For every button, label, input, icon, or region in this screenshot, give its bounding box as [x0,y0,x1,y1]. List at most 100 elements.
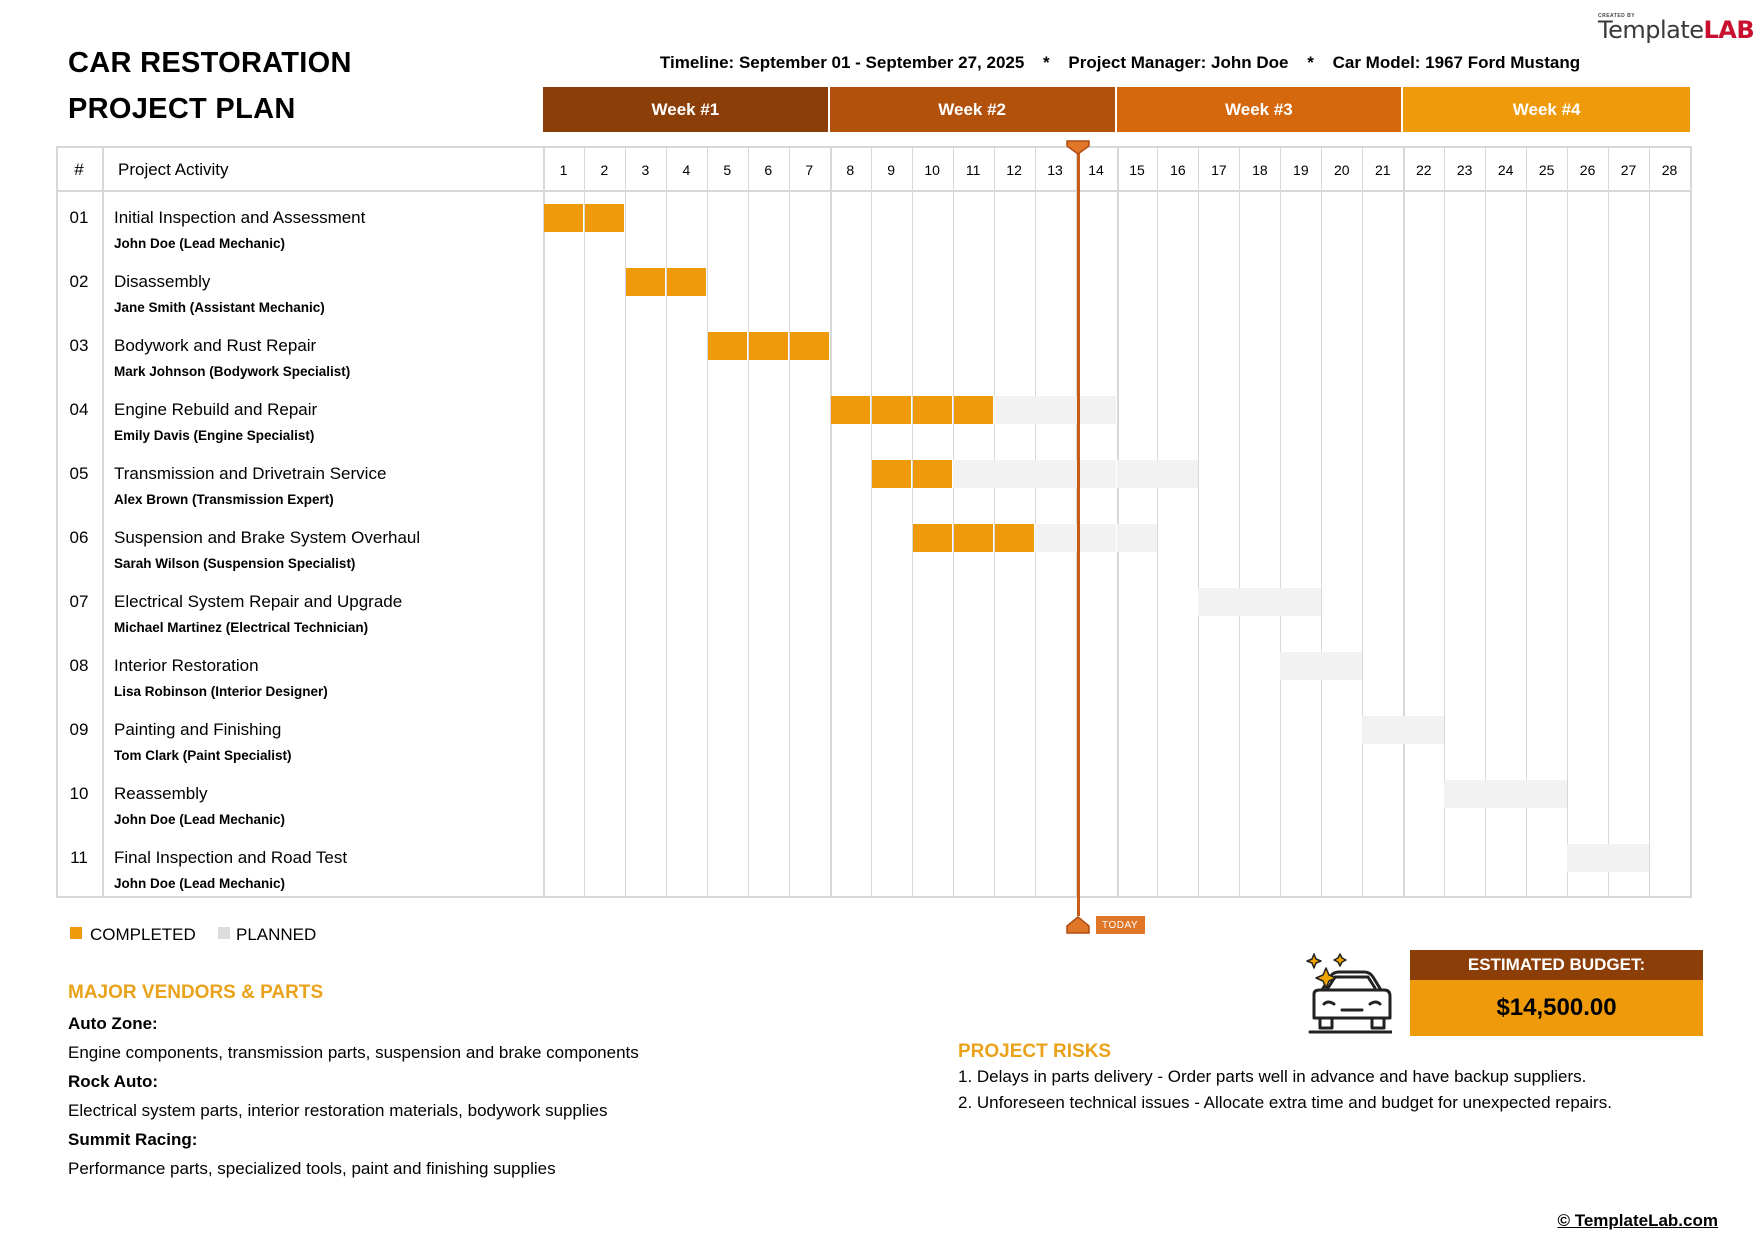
row-activity: Transmission and Drivetrain Service [114,464,387,483]
completed-cell [912,460,952,488]
planned-cell [993,396,1035,424]
planned-cell [1321,652,1363,680]
row-number: 11 [70,848,88,867]
grid-day-divider [1485,146,1487,898]
row-activity: Disassembly [114,272,211,291]
day-label: 13 [1047,162,1063,178]
completed-cell [584,204,624,232]
grid-day-divider [1239,146,1241,898]
grid-day-divider [911,146,913,898]
row-activity: Initial Inspection and Assessment [114,208,366,227]
vendor-name: Summit Racing: [68,1130,198,1149]
grid-day-divider [1280,146,1282,898]
completed-cell [912,524,952,552]
page-title-line-2: PROJECT PLAN [68,93,296,125]
grid-day-divider [1403,146,1406,898]
copyright-link[interactable]: © TemplateLab.com [1557,1211,1718,1230]
planned-cell [1157,460,1199,488]
day-label: 4 [682,162,691,178]
day-label: 21 [1374,162,1391,178]
row-activity: Engine Rebuild and Repair [114,400,318,419]
row-number: 09 [69,720,89,739]
planned-cell [1034,396,1076,424]
today-line [1076,146,1080,916]
day-label: 28 [1661,162,1678,178]
grid-day-divider [870,146,872,898]
timeline-text: Timeline: September 01 - September 27, 2… [659,53,1025,72]
row-owner: Sarah Wilson (Suspension Specialist) [114,556,356,571]
today-marker-top-icon [1065,140,1090,155]
planned-cell [1116,524,1158,552]
day-label: 7 [805,162,814,178]
grid-day-divider [1116,146,1119,898]
logo-name: TemplateLAB [1598,16,1754,44]
vendor-parts: Engine components, transmission parts, s… [68,1043,639,1062]
row-activity: Suspension and Brake System Overhaul [114,528,421,547]
week-bar: Week #1 [543,87,828,132]
day-label: 26 [1579,162,1596,178]
day-label: 10 [924,162,940,178]
logo-text-template: Template [1598,16,1704,44]
grid-day-divider [1649,146,1651,898]
budget-label: ESTIMATED BUDGET: [1410,950,1703,980]
planned-cell [1403,716,1445,744]
planned-cell [1444,780,1486,808]
risks-title: PROJECT RISKS [958,1041,1112,1062]
completed-cell [789,332,829,360]
day-label: 19 [1293,162,1309,178]
risk-item: 2. Unforeseen technical issues - Allocat… [958,1093,1612,1112]
vendor-name: Auto Zone: [68,1014,158,1033]
planned-cell [952,460,994,488]
grid-day-divider [1690,146,1692,898]
row-number: 06 [69,528,89,547]
grid-day-divider [1608,146,1610,898]
week-bar: Week #2 [829,87,1115,132]
grid-day-divider [624,146,626,898]
completed-cell [871,460,911,488]
vendor-name: Rock Auto: [68,1072,159,1091]
day-label: 17 [1211,162,1227,178]
row-number: 07 [69,592,89,611]
row-activity: Interior Restoration [114,656,259,675]
planned-cell [1034,460,1076,488]
planned-cell [1608,844,1650,872]
grid-day-divider [1034,146,1036,898]
column-header-number: # [74,160,84,179]
row-activity: Painting and Finishing [114,720,282,739]
grid-day-divider [665,146,667,898]
logo-text-lab: LAB [1703,16,1754,44]
grid-day-divider [1198,146,1200,898]
row-owner: Michael Martinez (Electrical Technician) [114,620,369,635]
day-label: 20 [1334,162,1350,178]
grid-day-divider [1444,146,1446,898]
row-owner: John Doe (Lead Mechanic) [114,876,286,891]
row-activity: Reassembly [114,784,208,803]
separator: * [1043,53,1050,72]
row-owner: John Doe (Lead Mechanic) [114,236,286,251]
completed-cell [666,268,706,296]
row-owner: Lisa Robinson (Interior Designer) [114,684,328,699]
completed-cell [707,332,747,360]
vendor-parts: Performance parts, specialized tools, pa… [68,1159,556,1178]
grid-day-divider [583,146,585,898]
planned-cell [1075,396,1117,424]
day-label: 27 [1620,162,1637,178]
row-owner: Alex Brown (Transmission Expert) [114,492,334,507]
day-label: 15 [1129,162,1145,178]
separator: * [1307,53,1314,72]
day-label: 1 [559,162,568,178]
day-label: 11 [965,162,981,178]
vendors-title: MAJOR VENDORS & PARTS [68,982,324,1003]
day-label: 18 [1252,162,1268,178]
day-label: 22 [1415,162,1432,178]
grid-day-divider [543,146,545,898]
grid-day-divider [747,146,749,898]
week-bar: Week #4 [1403,87,1690,132]
car-sparkle-icon [1306,953,1392,1034]
day-label: 8 [846,162,855,178]
grid-left-border [56,146,58,898]
completed-cell [625,268,665,296]
legend-planned-swatch [218,927,230,939]
grid-day-divider [1157,146,1159,898]
page-title-line-1: CAR RESTORATION [68,47,352,79]
